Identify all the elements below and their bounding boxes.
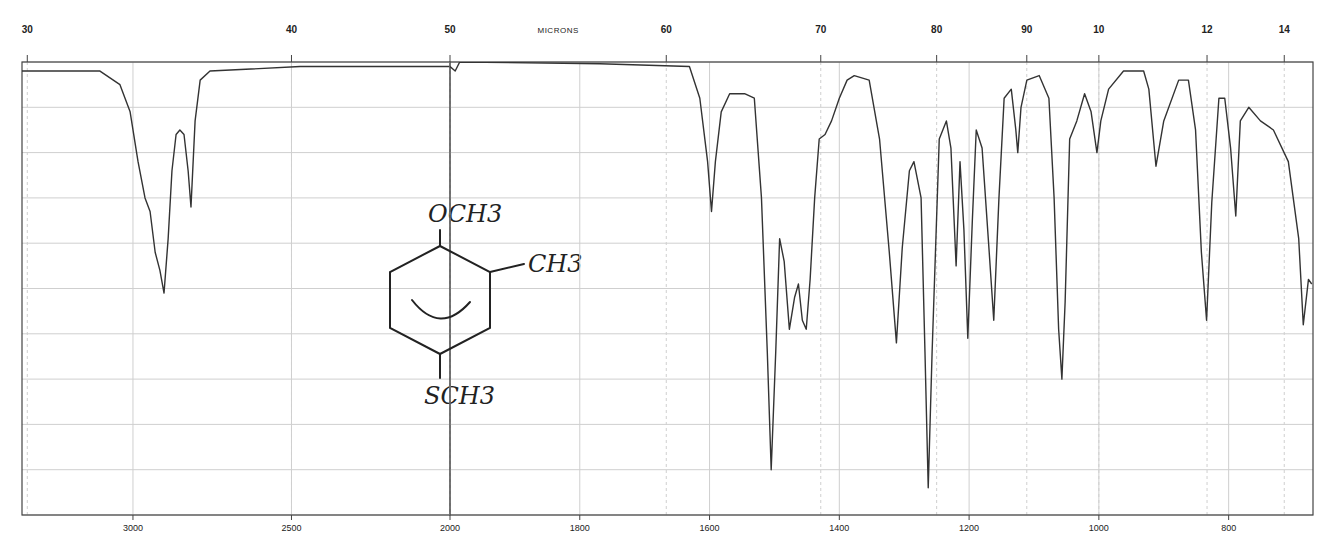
grid-line-y [22, 152, 450, 153]
tick-x [1098, 515, 1099, 520]
tick-x2 [936, 55, 937, 62]
grid-line-x2 [27, 62, 28, 515]
grid-line-x [579, 62, 580, 515]
bond [439, 230, 441, 246]
bond [439, 354, 441, 378]
grid-line-x2 [1026, 62, 1027, 515]
data-group [22, 67, 450, 294]
tick-label-x: 2000 [440, 523, 460, 533]
tick-label-x2: 12 [1201, 24, 1213, 35]
plot-frame [450, 62, 1313, 515]
tick-label-x2: 60 [661, 24, 673, 35]
tick-label-x: 3000 [123, 523, 143, 533]
ring [390, 246, 490, 354]
tick-label-x: 1400 [829, 523, 849, 533]
panel: 2000 1800 1600 1400 1200 1000 800 50 60 70 80 90 10 1… [440, 24, 1313, 533]
grid-line-y [22, 333, 450, 334]
tick-label-x2: 10 [1093, 24, 1105, 35]
tick-label-x2: 80 [931, 24, 943, 35]
tick-label-x2: 50 [444, 24, 456, 35]
annotation: CH3 [528, 250, 583, 278]
spectrum-line [22, 67, 450, 294]
structure-sketch [390, 230, 524, 378]
grid-line-x [291, 62, 292, 515]
data-group [450, 62, 1312, 488]
tick-x [132, 515, 133, 520]
bond [490, 264, 524, 272]
grid-line-x2 [1284, 62, 1285, 515]
annotation: SCH3 [424, 382, 495, 410]
plot-frame [22, 62, 450, 515]
grid-line-x [709, 62, 710, 515]
tick-x [450, 515, 451, 520]
tick-label-x2: 40 [286, 24, 298, 35]
grid-line-x [839, 62, 840, 515]
tick-x [839, 515, 840, 520]
tick-x2 [666, 55, 667, 62]
annotation: OCH3 [428, 200, 502, 228]
grid-line-x2 [666, 62, 667, 515]
tick-x2 [1284, 55, 1285, 62]
tick-x [969, 515, 970, 520]
tick-x2 [1207, 55, 1208, 62]
tick-label-x: 1600 [700, 523, 720, 533]
tick-x2 [450, 55, 451, 62]
grid-line-x2 [820, 62, 821, 515]
tick-label-x: 1800 [570, 523, 590, 533]
panel: 3000 2500 30 40 [22, 24, 450, 533]
grid-line-y [22, 197, 450, 198]
tick-label-x: 2500 [281, 523, 301, 533]
tick-label-x2: 70 [815, 24, 827, 35]
tick-x [1228, 515, 1229, 520]
tick-label-x: 1200 [959, 523, 979, 533]
grid-line-x2 [936, 62, 937, 515]
axis-title-x2: MICRONS [537, 26, 578, 35]
tick-x2 [27, 55, 28, 62]
tick-x [291, 515, 292, 520]
tick-label-x2: 30 [22, 24, 34, 35]
tick-label-x2: 90 [1021, 24, 1033, 35]
ir-spectrum: 3000 2500 30 40 OCH3 CH3 SCH3 2000 1800 1600 1400 1… [0, 0, 1319, 539]
tick-x [579, 515, 580, 520]
tick-x2 [820, 55, 821, 62]
grid-line-y [22, 243, 450, 244]
tick-x [709, 515, 710, 520]
grid-line-y [22, 107, 450, 108]
grid-line-y [22, 469, 450, 470]
tick-label-x: 800 [1221, 523, 1236, 533]
tick-label-x: 1000 [1089, 523, 1109, 533]
grid-line-y [22, 288, 450, 289]
tick-label-x2: 14 [1279, 24, 1291, 35]
tick-x2 [291, 55, 292, 62]
grid-line-y [22, 424, 450, 425]
spectrum-line [450, 62, 1312, 488]
tick-x2 [1098, 55, 1099, 62]
tick-x2 [1026, 55, 1027, 62]
grid-line-y [22, 379, 450, 380]
grid-line-x2 [291, 62, 292, 515]
ring-arc [412, 300, 470, 319]
